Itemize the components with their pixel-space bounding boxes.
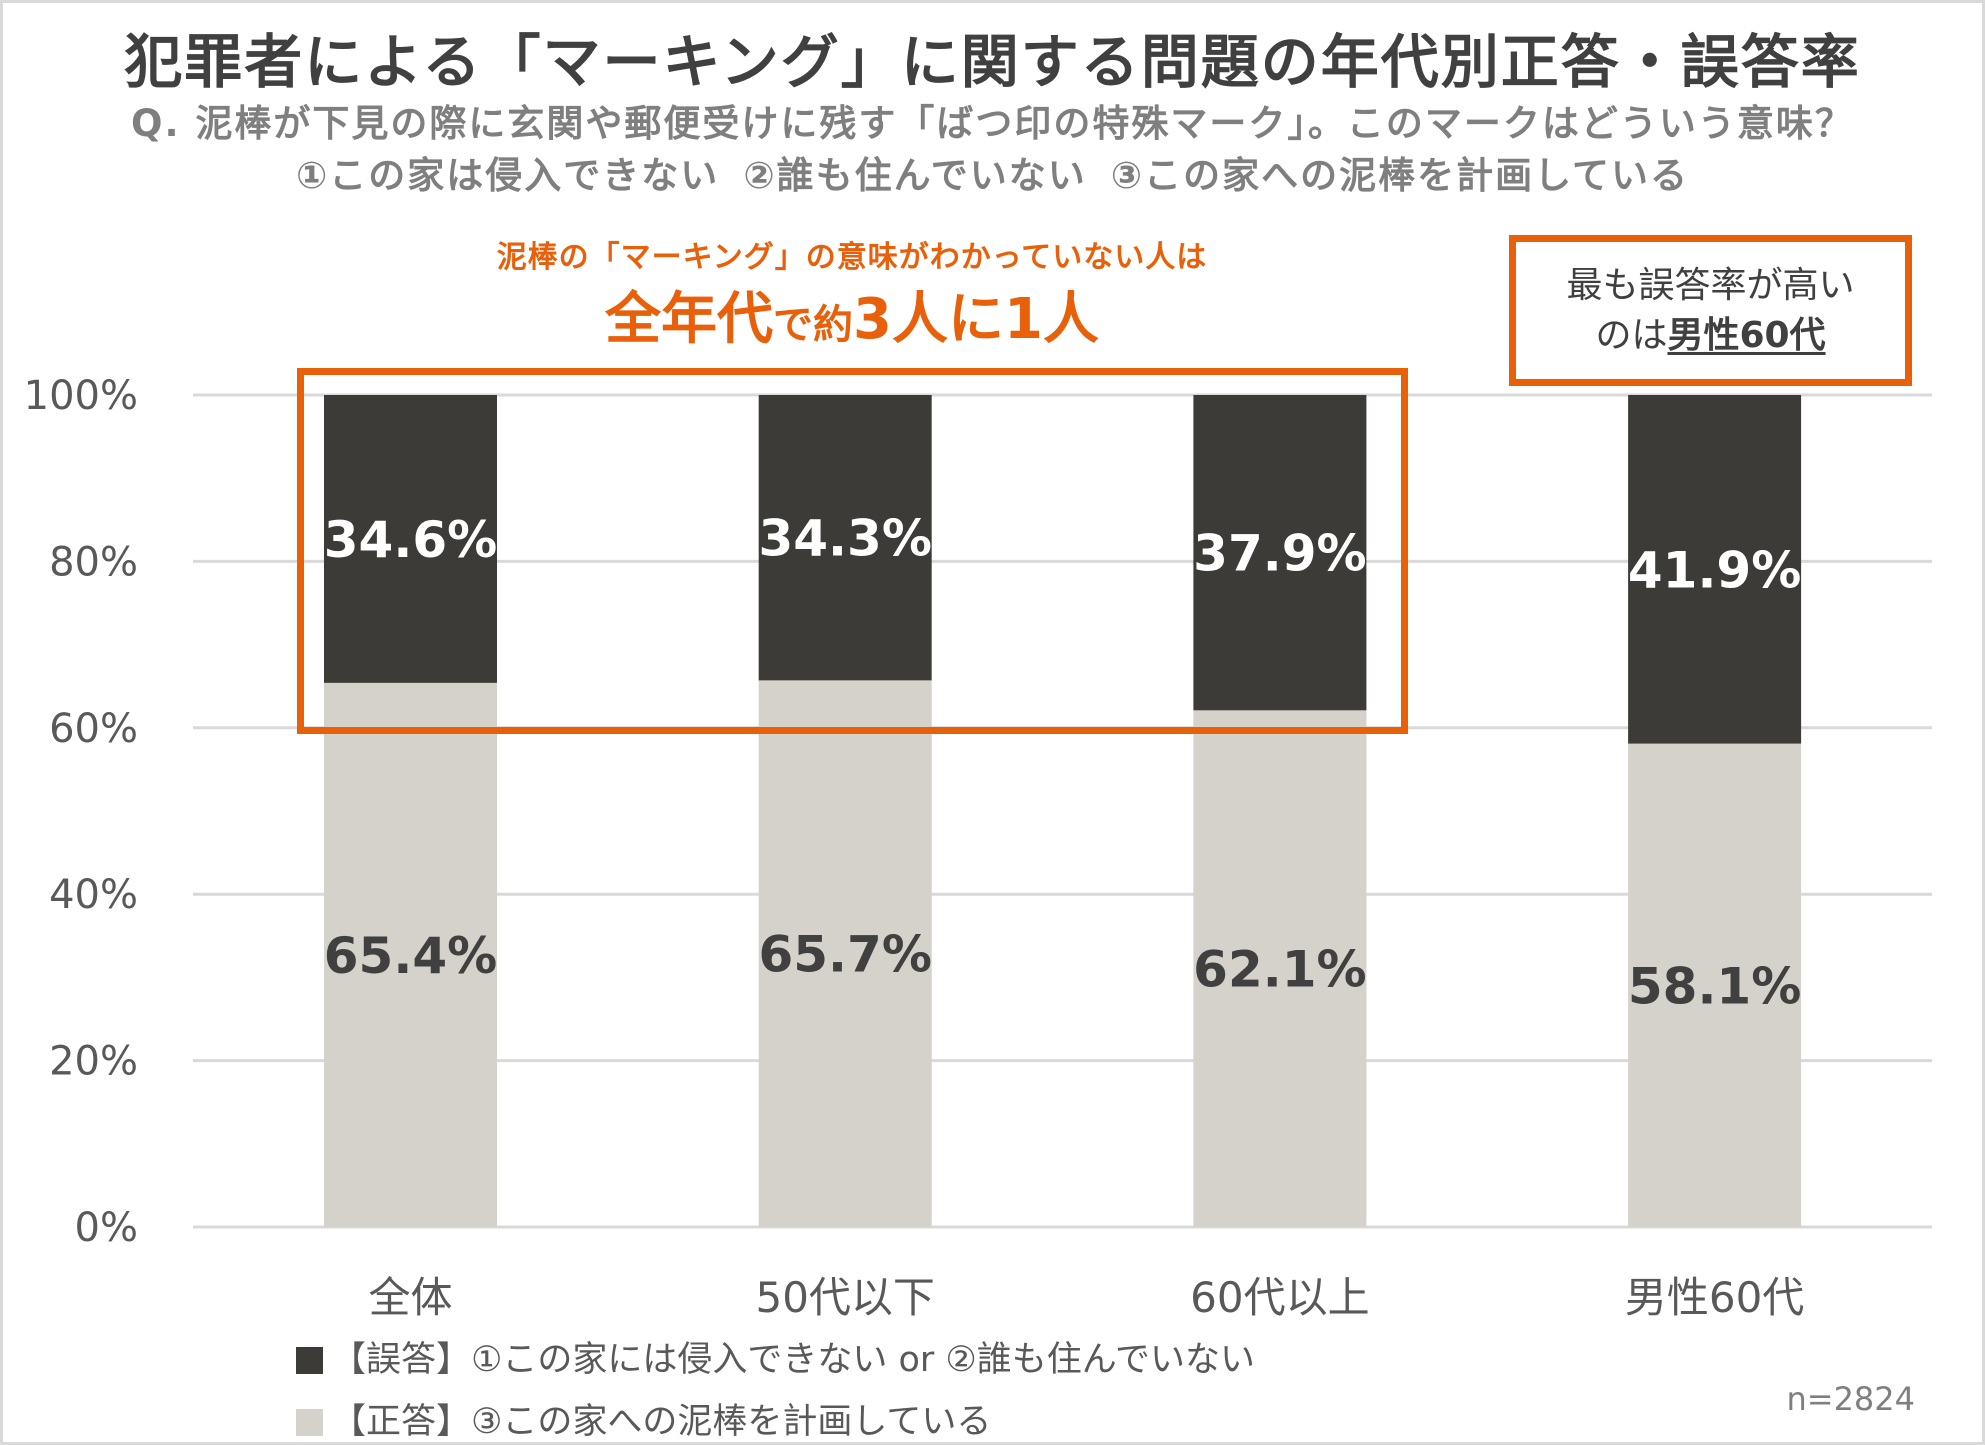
bar-segment-correct (1628, 743, 1802, 1227)
x-tick-label: 全体 (368, 1273, 452, 1322)
legend-swatch-incorrect (296, 1346, 323, 1374)
bar-segment-incorrect (1193, 395, 1367, 711)
legend-label-correct: 【正答】③この家への泥棒を計画している (331, 1402, 992, 1442)
data-label-incorrect: 34.6% (324, 511, 497, 569)
bar-segment-correct (1193, 710, 1367, 1227)
y-tick-label: 60% (49, 706, 138, 752)
callout-line-2: のは男性60代 (1595, 311, 1825, 361)
data-label-correct: 58.1% (1628, 957, 1801, 1015)
data-label-incorrect: 37.9% (1193, 525, 1366, 583)
question-text: Q. 泥棒が下見の際に玄関や郵便受けに残す「ばつ印の特殊マーク」。このマークはど… (131, 102, 1854, 145)
y-tick-label: 40% (49, 872, 138, 918)
data-label-incorrect: 34.3% (758, 510, 931, 568)
annotation-line-1: 泥棒の「マーキング」の意味がわかっていない人は (496, 240, 1208, 275)
data-label-correct: 62.1% (1193, 941, 1366, 999)
chart-title: 犯罪者による「マーキング」に関する問題の年代別正答・誤答率 (124, 28, 1861, 96)
y-tick-label: 20% (49, 1039, 138, 1085)
legend-label-incorrect: 【誤答】①この家には侵入できない or ②誰も住んでいない (331, 1340, 1256, 1380)
option-2: ②誰も住んでいない (743, 154, 1087, 197)
option-3: ③この家への泥棒を計画している (1110, 154, 1690, 197)
annotation-line-2: 全年代で約3人に1人 (297, 282, 1407, 371)
y-tick-label: 0% (75, 1205, 138, 1251)
callout-prefix: のは (1595, 314, 1668, 356)
y-tick-label: 100% (24, 373, 138, 419)
callout-emphasis: 男性60代 (1667, 314, 1826, 356)
x-tick-label: 50代以下 (755, 1273, 934, 1322)
data-label-correct: 65.4% (324, 927, 497, 985)
data-label-incorrect: 41.9% (1628, 541, 1801, 599)
bar-segment-correct (324, 682, 497, 1227)
option-1: ①この家は侵入できない (295, 154, 720, 197)
annotation-emphasis-a: 全年代 (605, 287, 774, 352)
data-label-correct: 65.7% (758, 926, 931, 984)
y-axis-ticks: 0% 20% 40% 60% 80% 100% (24, 373, 138, 1251)
x-axis-labels: 全体 50代以下 60代以上 男性60代 (368, 1273, 1804, 1322)
answer-options: ①この家は侵入できない ②誰も住んでいない ③この家への泥棒を計画している (0, 152, 1985, 200)
legend-swatch-correct (296, 1408, 323, 1436)
callout-line-1: 最も誤答率が高い (1566, 264, 1855, 306)
sample-size: n=2824 (1786, 1380, 1915, 1418)
y-tick-label: 80% (49, 539, 138, 585)
bars: 65.4% 34.6% 65.7% 34.3% 62.1% 37.9% 58.1% 41.9% (324, 395, 1802, 1227)
bar-segment-incorrect (324, 395, 497, 683)
bar-segment-correct (758, 680, 932, 1227)
x-tick-label: 男性60代 (1625, 1273, 1804, 1322)
legend-item-correct: 【正答】③この家への泥棒を計画している (296, 1400, 991, 1444)
bar-segment-incorrect (758, 395, 932, 681)
legend-item-incorrect: 【誤答】①この家には侵入できない or ②誰も住んでいない (296, 1338, 1255, 1382)
annotation-emphasis-b: 3人に1人 (853, 287, 1099, 352)
callout-box: 最も誤答率が高い のは男性60代 (1509, 235, 1912, 386)
annotation-connector: で約 (773, 302, 854, 348)
bar-segment-incorrect (1628, 395, 1802, 744)
x-tick-label: 60代以上 (1190, 1273, 1369, 1322)
